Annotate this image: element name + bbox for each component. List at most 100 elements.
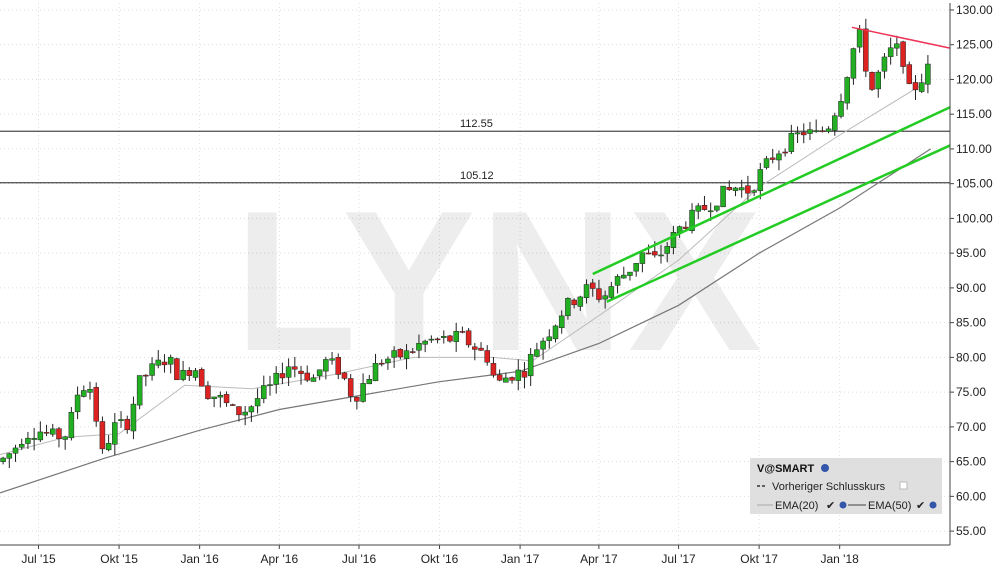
candle bbox=[292, 356, 298, 378]
candle bbox=[192, 367, 199, 381]
candle bbox=[198, 367, 205, 387]
candle bbox=[776, 150, 782, 171]
candle bbox=[807, 122, 813, 141]
candle bbox=[490, 357, 497, 378]
axes: 55.00 60.00 65.00 70.00 75.00 80.00 85.00 90.00… bbox=[0, 3, 993, 566]
resistance-line bbox=[851, 26, 951, 49]
candle bbox=[12, 444, 19, 462]
candle bbox=[484, 345, 490, 366]
y-tick-label: 90.00 bbox=[956, 281, 986, 295]
legend-title: V@SMART bbox=[757, 463, 814, 475]
candle bbox=[385, 356, 391, 370]
candle bbox=[329, 352, 335, 365]
candles bbox=[0, 18, 931, 469]
candle bbox=[205, 381, 211, 400]
candle bbox=[155, 350, 162, 369]
candle bbox=[763, 156, 770, 170]
candle bbox=[279, 362, 286, 385]
candle bbox=[726, 180, 733, 191]
legend-label-ema50: EMA(50) bbox=[868, 500, 911, 512]
candle bbox=[354, 396, 360, 410]
x-tick-label: Jul '17 bbox=[661, 552, 696, 566]
legend-checkbox-prev-close[interactable] bbox=[899, 481, 908, 490]
candle bbox=[87, 381, 93, 400]
candle bbox=[738, 179, 745, 198]
candle bbox=[757, 163, 764, 200]
candle bbox=[378, 359, 385, 367]
candle bbox=[447, 334, 453, 343]
candle bbox=[56, 426, 62, 448]
legend-settings-ema50-icon[interactable] bbox=[929, 501, 937, 509]
legend-label-prev-close: Vorheriger Schlusskurs bbox=[772, 481, 886, 493]
candle bbox=[254, 388, 261, 414]
candle bbox=[372, 353, 379, 382]
candle bbox=[453, 322, 459, 352]
candle bbox=[769, 149, 776, 164]
candle bbox=[583, 279, 590, 304]
candle bbox=[509, 376, 515, 384]
candle bbox=[589, 278, 596, 297]
candle bbox=[819, 126, 826, 133]
candle bbox=[18, 438, 25, 450]
legend-check-ema20-icon[interactable]: ✔ bbox=[826, 500, 835, 512]
candle bbox=[230, 403, 236, 407]
candle bbox=[695, 203, 701, 220]
candle bbox=[298, 365, 304, 385]
candle bbox=[149, 357, 155, 381]
candle bbox=[558, 310, 565, 334]
y-tick-label: 70.00 bbox=[956, 420, 986, 434]
candle bbox=[875, 69, 881, 98]
candle bbox=[310, 374, 317, 382]
candle bbox=[136, 375, 143, 410]
candle bbox=[565, 297, 571, 320]
candle bbox=[248, 405, 255, 422]
candle bbox=[434, 337, 441, 344]
y-tick-label: 85.00 bbox=[956, 316, 986, 330]
candle bbox=[112, 412, 118, 456]
candle bbox=[788, 124, 795, 154]
candle bbox=[782, 148, 788, 157]
candle bbox=[478, 342, 484, 351]
candle bbox=[428, 335, 435, 343]
candle bbox=[99, 416, 106, 454]
candle bbox=[534, 342, 540, 358]
candle bbox=[285, 358, 292, 387]
y-tick-label: 110.00 bbox=[956, 142, 992, 156]
candle bbox=[459, 326, 466, 334]
y-tick-label: 65.00 bbox=[956, 455, 986, 469]
candle bbox=[323, 356, 329, 380]
x-tick-label: Jul '15 bbox=[21, 552, 56, 566]
candle bbox=[316, 369, 323, 381]
y-tick-label: 80.00 bbox=[956, 350, 986, 364]
settings-icon[interactable] bbox=[821, 464, 829, 472]
legend-settings-ema20-icon[interactable] bbox=[839, 501, 847, 509]
candle bbox=[81, 385, 87, 398]
candle bbox=[894, 35, 900, 57]
candle bbox=[105, 435, 112, 452]
x-tick-label: Jan '18 bbox=[821, 552, 860, 566]
candle bbox=[608, 281, 615, 300]
candle bbox=[304, 365, 310, 383]
candle bbox=[658, 244, 664, 264]
candle bbox=[794, 126, 801, 144]
candle bbox=[844, 76, 850, 110]
legend-check-ema50-icon[interactable]: ✔ bbox=[916, 500, 925, 512]
candle bbox=[552, 324, 559, 343]
y-tick-label: 120.00 bbox=[956, 72, 993, 86]
candle bbox=[93, 382, 99, 427]
candle bbox=[161, 354, 168, 373]
x-tick-label: Jul '16 bbox=[342, 552, 377, 566]
candle bbox=[596, 279, 602, 303]
candle bbox=[863, 18, 869, 78]
x-tick-label: Jan '17 bbox=[501, 552, 540, 566]
candle bbox=[37, 421, 44, 442]
candle bbox=[906, 61, 913, 85]
candle bbox=[211, 396, 217, 408]
candle bbox=[409, 348, 416, 354]
y-tick-label: 95.00 bbox=[956, 246, 986, 260]
watermark: LYNX bbox=[234, 170, 765, 393]
candle bbox=[714, 205, 720, 213]
level-label: 112.55 bbox=[460, 118, 493, 130]
candle bbox=[925, 55, 931, 94]
candle bbox=[25, 431, 31, 449]
